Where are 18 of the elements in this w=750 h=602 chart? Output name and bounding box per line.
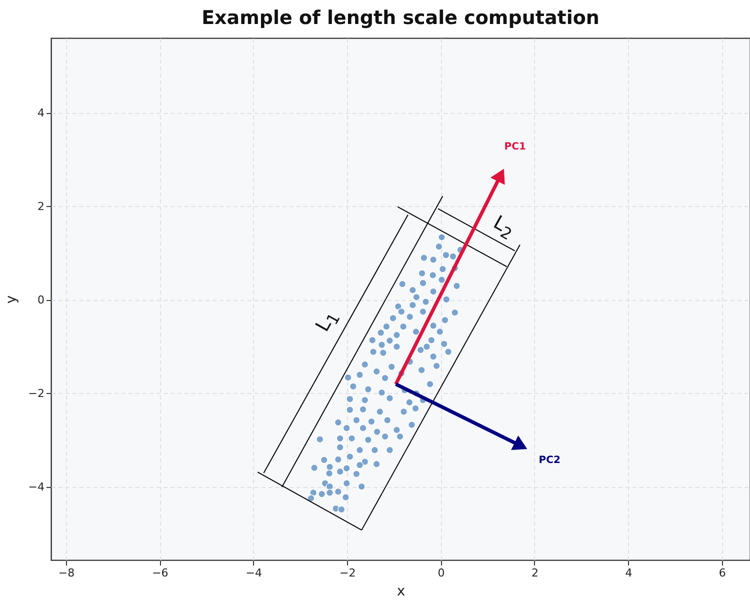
x-tick-label: 6 <box>718 566 726 580</box>
x-tick-label: −8 <box>58 566 75 580</box>
y-tick-label: −4 <box>28 480 44 494</box>
x-tick-label: 0 <box>438 566 445 580</box>
x-tick-label: 2 <box>531 566 538 580</box>
x-tick-label: 4 <box>625 566 632 580</box>
x-tick-label: −6 <box>152 566 168 580</box>
series-label: PC2 <box>538 455 560 466</box>
chart-title: Example of length scale computation <box>202 7 600 29</box>
y-tick-label: 4 <box>38 106 44 120</box>
x-tick-label: −4 <box>246 566 262 580</box>
y-tick-label: 2 <box>38 200 44 213</box>
x-axis-title: x <box>396 584 406 600</box>
y-axis-title: y <box>3 295 20 304</box>
y-tick-label: −2 <box>28 386 44 400</box>
y-tick-label: 0 <box>38 293 44 306</box>
series-label: PC1 <box>504 141 526 152</box>
x-tick-label: −2 <box>339 566 356 580</box>
